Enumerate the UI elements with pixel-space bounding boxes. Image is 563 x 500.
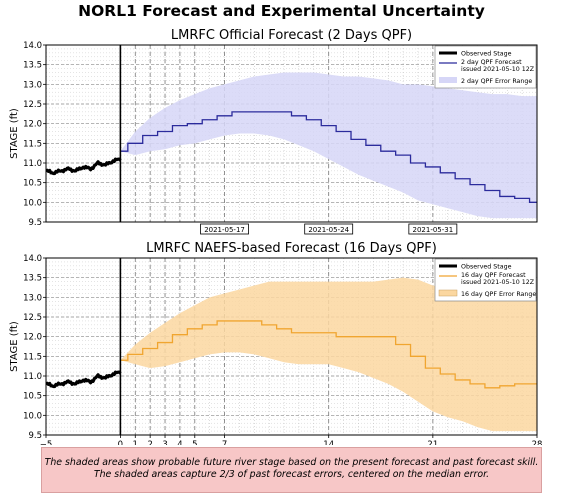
legend-label-band: 2 day QPF Error Range <box>461 78 532 85</box>
y-tick-label: 11.5 <box>23 352 42 362</box>
y-tick-label: 10.0 <box>23 411 42 421</box>
x-tick-label: 4 <box>177 440 182 445</box>
date-marker-label: 2021-05-24 <box>308 226 349 234</box>
y-tick-label: 10.5 <box>23 179 42 189</box>
y-tick-label: 11.5 <box>23 139 42 149</box>
x-tick-label: 3 <box>162 440 167 445</box>
x-tick-label: 1 <box>133 440 138 445</box>
x-tick-label: 5 <box>192 440 197 445</box>
y-axis-label: STAGE (ft) <box>9 321 20 372</box>
observed-stage-line <box>46 157 122 176</box>
forecast-charts: 9.5 10.0 10.5 11.0 11.5 12.0 12.5 13.0 13.5 14.0 S… <box>9 41 542 445</box>
y-tick-label: 12.0 <box>23 120 42 130</box>
x-tick-label: 2 <box>147 440 152 445</box>
date-marker-label: 2021-05-31 <box>413 226 454 234</box>
y-tick-label: 13.0 <box>23 293 42 303</box>
plot-frame <box>45 44 538 223</box>
error-range-band <box>120 277 537 432</box>
y-tick-label: 10.0 <box>23 198 42 208</box>
chart-panel-official: 9.5 10.0 10.5 11.0 11.5 12.0 12.5 13.0 13.5 14.0 S… <box>9 41 538 235</box>
x-tick-label: 21 <box>427 440 438 445</box>
chart-title-naefs: LMRFC NAEFS-based Forecast (16 Days QPF) <box>146 241 437 256</box>
x-tick-label: 7 <box>222 440 227 445</box>
y-tick-label: 13.0 <box>23 80 42 90</box>
legend-label-issued: issued 2021-05-10 12Z <box>461 279 535 286</box>
observed-stage-line <box>46 370 122 389</box>
date-marker-box <box>408 223 458 235</box>
y-tick-label: 12.5 <box>23 313 42 323</box>
y-tick-label: 11.0 <box>23 159 42 169</box>
x-tick-label: 28 <box>532 440 543 445</box>
date-marker-box <box>304 223 354 235</box>
forecast-line <box>120 111 537 203</box>
y-axis-label: STAGE (ft) <box>9 108 20 159</box>
plot-frame <box>45 257 538 436</box>
y-tick-label: 14.0 <box>23 41 42 51</box>
y-tick-label: 10.5 <box>23 392 42 402</box>
error-range-band <box>120 72 537 219</box>
forecast-line <box>120 320 537 389</box>
date-marker-label: 2021-05-17 <box>204 226 245 234</box>
y-tick-label: 14.0 <box>23 254 42 264</box>
legend-swatch-band <box>438 289 458 297</box>
y-tick-label: 12.0 <box>23 333 42 343</box>
legend-label-issued: issued 2021-05-10 12Z <box>461 66 535 73</box>
legend-label-forecast: 2 day QPF Forecast <box>461 59 522 66</box>
x-tick-label: 0 <box>118 440 123 445</box>
chart-title-official: LMRFC Official Forecast (2 Days QPF) <box>170 28 413 43</box>
legend-label-observed: Observed Stage <box>461 51 512 58</box>
y-tick-label: 13.5 <box>23 274 42 284</box>
page-title: NORL1 Forecast and Experimental Uncertai… <box>78 2 485 20</box>
x-tick-label: 14 <box>323 440 334 445</box>
legend-label-band: 16 day QPF Error Range <box>461 291 536 298</box>
y-tick-label: 11.0 <box>23 372 42 382</box>
x-tick-label: −5 <box>40 440 53 445</box>
explanation-note: The shaded areas show probable future ri… <box>41 447 542 493</box>
legend-label-observed: Observed Stage <box>461 264 512 271</box>
legend-label-forecast: 16 day QPF Forecast <box>461 272 526 279</box>
legend-swatch-band <box>439 77 457 83</box>
y-tick-label: 13.5 <box>23 61 42 71</box>
y-tick-label: 12.5 <box>23 100 42 110</box>
date-marker-box <box>200 223 249 235</box>
y-tick-label: 9.5 <box>28 431 42 441</box>
chart-panel-naefs: 9.5 10.0 10.5 11.0 11.5 12.0 12.5 13.0 13.5 14.0 S… <box>9 254 542 445</box>
explanation-line-1: The shaded areas show probable future ri… <box>44 457 539 468</box>
y-tick-label: 9.5 <box>28 218 42 228</box>
explanation-line-2: The shaded areas capture 2/3 of past for… <box>93 469 490 480</box>
